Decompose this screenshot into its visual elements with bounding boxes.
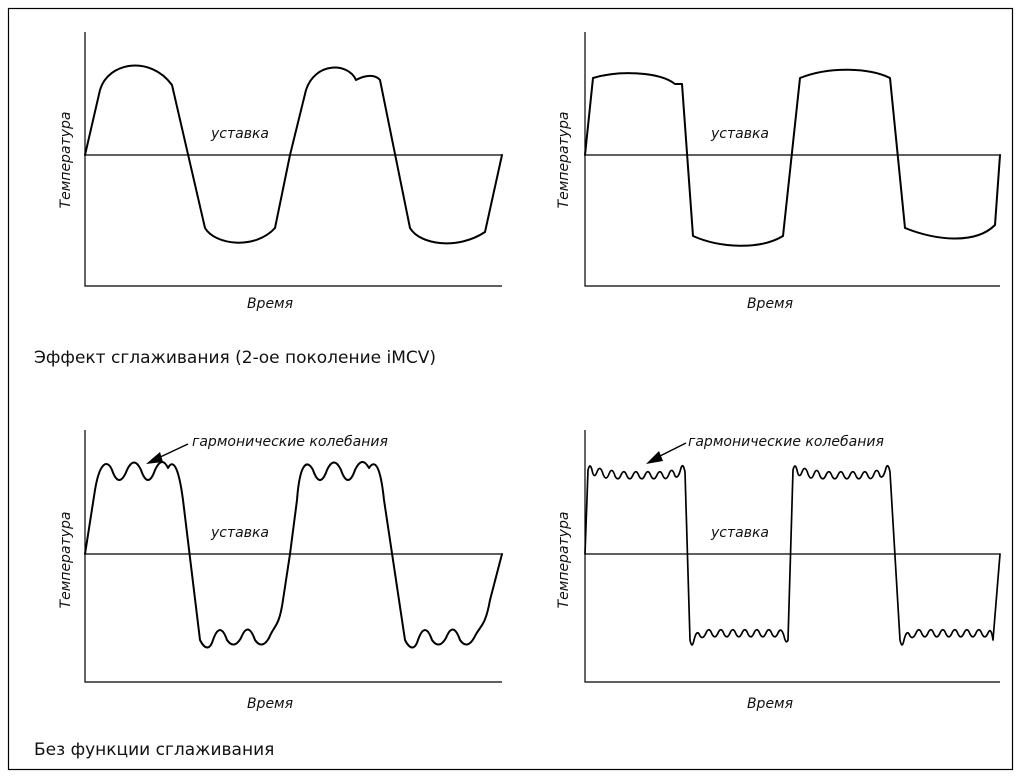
axes: [584, 430, 1000, 683]
axes: [584, 32, 1000, 287]
y-axis-label: Температура: [58, 112, 74, 209]
temperature-curve: [584, 68, 1001, 247]
setpoint-label: уставка: [210, 525, 269, 541]
y-axis-label: Температура: [556, 112, 572, 209]
x-axis-label: Время: [247, 296, 293, 312]
setpoint-label: уставка: [210, 126, 269, 142]
outer-border: [7, 7, 1014, 771]
axes: [84, 32, 502, 287]
panel-harm-square: уставка Время Температура гармонические …: [556, 430, 1001, 712]
x-axis-label: Время: [747, 296, 793, 312]
caption-no-smoothing: Без функции сглаживания: [34, 740, 274, 760]
arrow-icon: [646, 442, 687, 464]
temperature-curve: [84, 64, 503, 245]
temperature-curve: [84, 461, 503, 649]
harmonics-annotation: гармонические колебания: [688, 434, 884, 450]
panel-smooth-sine: уставка Время Температура: [58, 32, 503, 312]
panel-smooth-square: уставка Время Температура: [556, 32, 1001, 312]
y-axis-label: Температура: [556, 512, 572, 609]
x-axis-label: Время: [747, 696, 793, 712]
y-axis-label: Температура: [58, 512, 74, 609]
setpoint-label: уставка: [710, 525, 769, 541]
harmonics-annotation: гармонические колебания: [192, 434, 388, 450]
axes: [84, 430, 502, 683]
setpoint-label: уставка: [710, 126, 769, 142]
caption-smoothing: Эффект сглаживания (2-ое поколение iMCV): [34, 348, 436, 368]
x-axis-label: Время: [247, 696, 293, 712]
arrow-icon: [146, 443, 189, 464]
temperature-curve: [584, 464, 1001, 646]
panel-harm-sine: уставка Время Температура гармонические …: [58, 430, 503, 712]
